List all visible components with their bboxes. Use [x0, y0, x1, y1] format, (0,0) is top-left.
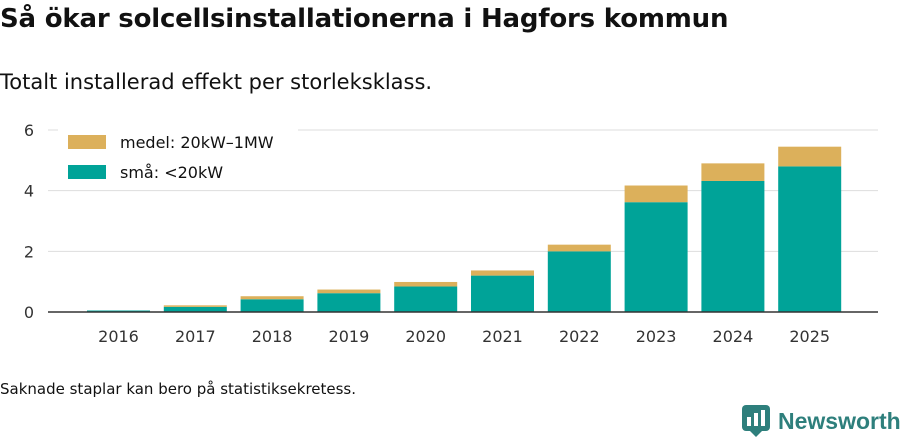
footnote: Saknade staplar kan bero på statistiksek…	[0, 380, 357, 398]
legend-swatch-sma	[68, 165, 106, 179]
x-tick-label: 2016	[98, 327, 139, 346]
x-tick-label: 2017	[175, 327, 216, 346]
y-tick-label: 4	[24, 182, 34, 201]
y-tick-label: 2	[24, 242, 34, 261]
bar-segment-sma-2025	[778, 166, 842, 312]
chart-subtitle: Totalt installerad effekt per storlekskl…	[0, 70, 433, 94]
bar-segment-medel-2025	[778, 146, 842, 167]
bar-segment-medel-2020	[394, 281, 458, 287]
y-tick-label: 6	[24, 121, 34, 140]
bar-segment-medel-2017	[163, 305, 227, 307]
x-tick-label: 2018	[252, 327, 293, 346]
x-tick-label: 2019	[329, 327, 370, 346]
newsworthy-logo-icon	[742, 405, 770, 437]
x-tick-label: 2021	[482, 327, 523, 346]
bar-segment-medel-2023	[624, 185, 688, 203]
bar-segment-sma-2017	[163, 306, 227, 312]
bar-segment-medel-2024	[701, 163, 765, 181]
legend-label: små: <20kW	[120, 163, 223, 182]
bar-segment-sma-2023	[624, 202, 688, 312]
x-tick-label: 2020	[405, 327, 446, 346]
legend-swatch-medel	[68, 135, 106, 149]
bar-segment-sma-2016	[87, 310, 150, 312]
brand-logo[interactable]: Newsworthy	[742, 404, 900, 438]
legend: medel: 20kW–1MW små: <20kW	[58, 126, 298, 190]
x-tick-label: 2023	[636, 327, 677, 346]
bar-segment-sma-2019	[317, 293, 381, 312]
bar-segment-medel-2021	[471, 270, 534, 276]
x-tick-label: 2024	[713, 327, 754, 346]
y-tick-label: 0	[24, 303, 34, 322]
bar-segment-medel-2018	[240, 296, 304, 300]
bar-segment-sma-2022	[547, 251, 611, 312]
bar-segment-sma-2018	[240, 299, 304, 312]
bar-segment-medel-2022	[547, 244, 611, 252]
legend-label: medel: 20kW–1MW	[120, 133, 274, 152]
bar-segment-sma-2024	[701, 180, 765, 312]
bar-segment-medel-2019	[317, 289, 381, 294]
x-tick-label: 2025	[789, 327, 830, 346]
x-tick-label: 2022	[559, 327, 600, 346]
brand-name: Newsworthy	[778, 407, 900, 434]
axes: 0 2 4 6 2016 2017 2018 2019 2020 2021 2022 2023 2024…	[24, 121, 878, 346]
bar-segment-sma-2021	[471, 275, 534, 312]
bars	[87, 146, 842, 312]
chart: 0 2 4 6 2016 2017 2018 2019 2020 2021 2022 2023 2024…	[24, 121, 878, 346]
chart-title: Så ökar solcellsinstallationerna i Hagfo…	[0, 4, 729, 34]
bar-segment-sma-2020	[394, 286, 458, 312]
